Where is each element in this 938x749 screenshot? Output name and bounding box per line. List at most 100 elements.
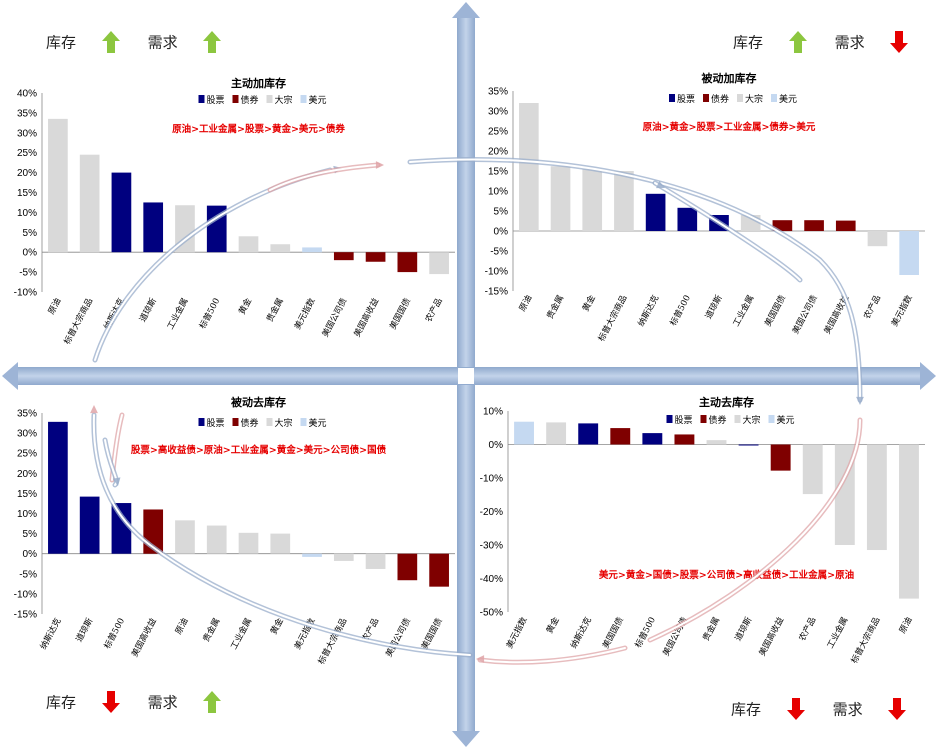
category-label: 标普大宗商品	[596, 293, 630, 343]
category-label: 黄金	[544, 615, 562, 636]
legend-swatch	[771, 94, 777, 102]
demand-label: 需求	[147, 693, 178, 712]
y-tick-label: 20%	[17, 168, 37, 179]
cycle-arc-inner-right	[652, 180, 803, 283]
cycle-arc-inner-left-blue	[102, 437, 119, 488]
bar	[514, 421, 534, 445]
legend-label: 股票	[207, 95, 225, 106]
corner-label-top-left: 库存 需求	[46, 30, 222, 54]
category-label: 美国高收益	[352, 296, 382, 339]
legend-swatch	[198, 95, 205, 103]
legend: 股票 债券 大宗 美元	[669, 93, 797, 105]
bar	[238, 236, 259, 253]
bar	[550, 166, 571, 231]
y-tick-label: -5%	[490, 247, 508, 258]
cycle-arc-bottom-red	[477, 645, 628, 665]
bar	[397, 553, 418, 581]
category-label: 美国高收益	[129, 616, 159, 659]
bar	[772, 220, 793, 231]
y-tick-label: 0%	[23, 248, 38, 259]
legend-label: 债券	[711, 93, 729, 105]
bar	[674, 434, 695, 445]
y-tick-label: -50%	[480, 608, 503, 619]
legend-swatch	[768, 415, 775, 423]
inventory-label: 库存	[733, 33, 764, 52]
demand-label: 需求	[147, 33, 178, 52]
bar	[302, 553, 322, 557]
bar	[519, 103, 539, 231]
legend-label: 美元	[779, 93, 797, 105]
category-label: 美国高收益	[757, 615, 787, 658]
category-label: 贵金属	[201, 616, 223, 644]
bar	[546, 422, 567, 445]
category-label: 纳斯达克	[38, 616, 64, 652]
bar	[867, 231, 888, 247]
corner-label-top-right: 库存 需求	[733, 30, 909, 54]
category-label: 工业金属	[731, 293, 757, 328]
bar	[802, 444, 823, 495]
category-label: 道琼斯	[137, 296, 159, 324]
category-label: 农产品	[797, 615, 819, 643]
legend-swatch	[232, 95, 239, 103]
legend-label: 美元	[777, 414, 795, 426]
cycle-arrowhead	[476, 655, 485, 663]
category-label: 道琼斯	[733, 615, 755, 643]
bar	[270, 533, 291, 554]
y-tick-label: -10%	[14, 288, 37, 299]
bar	[365, 252, 386, 262]
ranking-note: 股票>高收益债>原油>工业金属>黄金>美元>公司债>国债	[131, 444, 387, 456]
y-tick-label: 40%	[17, 89, 37, 100]
y-tick-label: 0%	[494, 227, 509, 238]
down-arrow-icon	[786, 698, 805, 720]
cycle-arrowhead	[375, 161, 384, 169]
bar	[610, 428, 631, 445]
category-label: 原油	[46, 296, 64, 316]
legend-swatch	[266, 95, 273, 103]
ranking-note: 美元>黄金>国债>股票>公司债>高收益债>工业金属>原油	[598, 569, 854, 581]
y-tick-label: 25%	[488, 127, 508, 138]
legend-swatch	[198, 418, 205, 426]
bar	[804, 220, 824, 231]
category-label: 美国国债	[387, 296, 413, 332]
category-label: 工业金属	[165, 296, 191, 331]
legend-swatch	[669, 94, 675, 102]
y-tick-label: -10%	[485, 267, 508, 278]
horizontal-axis-right-arrowhead	[920, 362, 936, 390]
y-tick-label: 10%	[17, 509, 37, 520]
bar	[738, 444, 759, 446]
legend-swatch	[734, 415, 741, 423]
bar	[429, 252, 449, 275]
legend-swatch	[266, 418, 273, 426]
down-arrow-icon	[888, 698, 907, 720]
category-label: 原油	[173, 616, 191, 636]
legend-swatch	[737, 94, 743, 102]
category-label: 标普500	[197, 296, 222, 331]
category-label: 道琼斯	[74, 616, 96, 644]
bar	[48, 421, 68, 554]
bar	[899, 231, 919, 275]
y-tick-label: 0%	[23, 549, 38, 560]
legend-label: 大宗	[275, 94, 293, 106]
y-tick-label: -20%	[480, 507, 503, 518]
legend-label: 股票	[677, 94, 695, 105]
category-label: 美国国债	[419, 616, 445, 652]
legend-label: 大宗	[275, 417, 293, 429]
y-tick-label: 25%	[17, 148, 37, 159]
category-label: 工业金属	[228, 616, 254, 651]
bar	[642, 433, 663, 445]
legend-label: 债券	[241, 417, 259, 429]
up-arrow-icon	[203, 691, 222, 713]
y-tick-label: 10%	[488, 187, 508, 198]
bar	[111, 503, 132, 554]
down-arrow-icon	[890, 31, 909, 53]
cycle-arrowhead	[656, 181, 665, 189]
chart-title: 主动加库存	[231, 76, 286, 90]
y-tick-label: 10%	[17, 208, 37, 219]
category-label: 原油	[897, 615, 915, 635]
category-label: 美国公司债	[383, 616, 413, 659]
y-tick-label: 15%	[17, 188, 37, 199]
category-label: 美元指数	[889, 293, 915, 329]
inventory-label: 库存	[731, 700, 762, 719]
